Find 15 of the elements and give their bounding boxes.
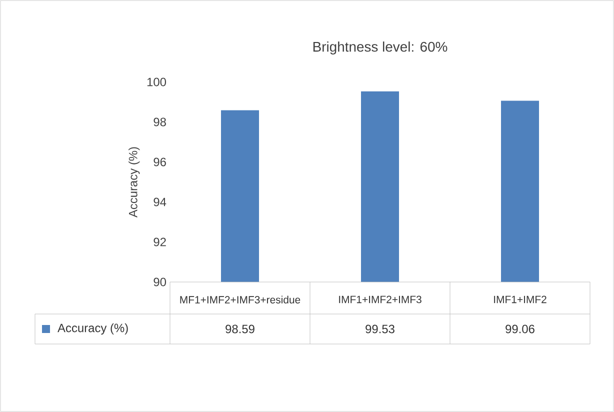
legend-label: Accuracy (%) (58, 323, 128, 335)
chart-title: Brightness level: 60% (313, 41, 448, 54)
x-tick-label: MF1+IMF2+IMF3+residue (180, 296, 300, 304)
data-label: 98.59 (226, 324, 254, 334)
y-tick-label: 100 (147, 78, 166, 86)
x-tick-label: IMF1+IMF2+IMF3 (339, 296, 422, 304)
y-tick-label: 96 (154, 158, 166, 166)
data-label: 99.53 (366, 324, 394, 334)
y-tick-label: 90 (154, 278, 166, 286)
x-tick-label: IMF1+IMF2 (494, 296, 546, 304)
y-tick-label: 98 (154, 118, 166, 126)
y-tick-label: 92 (154, 238, 166, 246)
y-axis-title: Accuracy (%) (128, 147, 140, 218)
y-tick-label: 94 (154, 198, 166, 206)
data-label: 99.06 (506, 324, 534, 334)
